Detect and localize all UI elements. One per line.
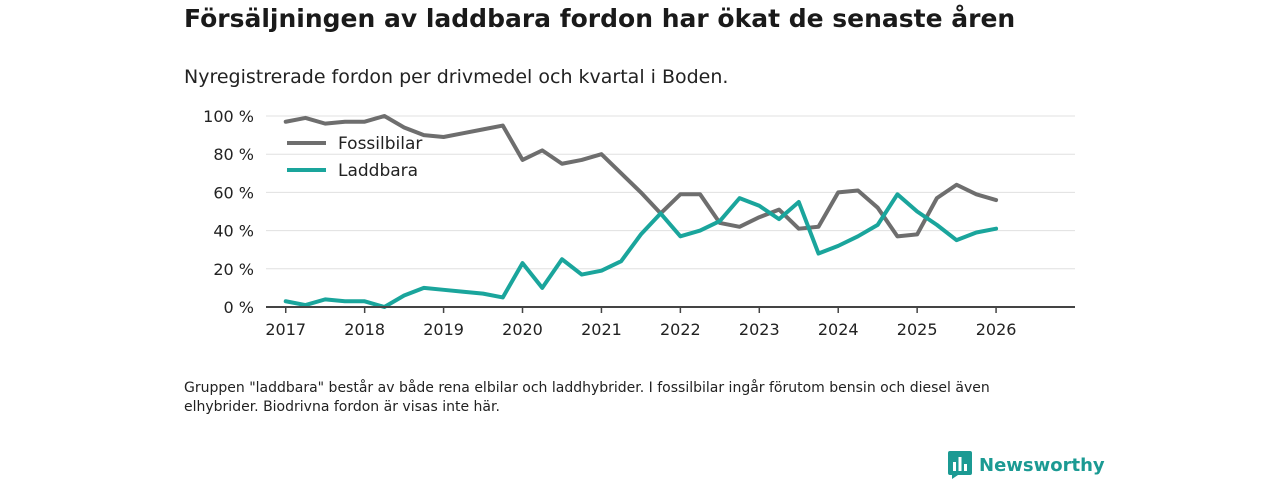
x-tick-label-2020: 2020 xyxy=(502,320,543,339)
footnote: Gruppen "laddbara" består av både rena e… xyxy=(184,380,990,415)
grid-lines xyxy=(266,115,1075,270)
series-lines xyxy=(283,114,999,309)
legend-label-laddbara: Laddbara xyxy=(338,161,418,181)
y-tick-label-20: 20 % xyxy=(213,260,254,279)
chart-title: Försäljningen av laddbara fordon har öka… xyxy=(184,4,1016,33)
y-tick-label-100: 100 % xyxy=(203,107,254,126)
y-axis-labels: 0 % 20 % 40 % 60 % 80 % 100 % xyxy=(203,107,254,317)
x-tick-label-2023: 2023 xyxy=(739,320,780,339)
x-tick-label-2024: 2024 xyxy=(818,320,859,339)
x-tick-label-2025: 2025 xyxy=(897,320,938,339)
x-axis: 2017 2018 2019 2020 2021 2022 2023 2024 2025 2026 xyxy=(265,306,1075,339)
x-tick-label-2022: 2022 xyxy=(660,320,701,339)
chart-subtitle: Nyregistrerade fordon per drivmedel och … xyxy=(184,66,729,88)
y-tick-label-40: 40 % xyxy=(213,222,254,241)
legend: Fossilbilar Laddbara xyxy=(287,134,422,181)
x-tick-label-2018: 2018 xyxy=(344,320,385,339)
x-tick-label-2021: 2021 xyxy=(581,320,622,339)
legend-label-fossilbilar: Fossilbilar xyxy=(338,134,422,154)
y-tick-label-60: 60 % xyxy=(213,183,254,202)
newsworthy-logo-icon xyxy=(948,451,972,479)
x-tick-label-2026: 2026 xyxy=(976,320,1017,339)
brand-name: Newsworthy xyxy=(979,454,1105,476)
series-line-fossilbilar xyxy=(283,114,999,239)
brand-logo: Newsworthy xyxy=(948,451,1105,479)
y-tick-label-80: 80 % xyxy=(213,145,254,164)
series-line-laddbara xyxy=(283,192,999,309)
line-chart: 2017 2018 2019 2020 2021 2022 2023 2024 2025 2026… xyxy=(203,107,1075,339)
x-tick-label-2019: 2019 xyxy=(423,320,464,339)
x-tick-label-2017: 2017 xyxy=(265,320,306,339)
y-tick-label-0: 0 % xyxy=(224,298,254,317)
